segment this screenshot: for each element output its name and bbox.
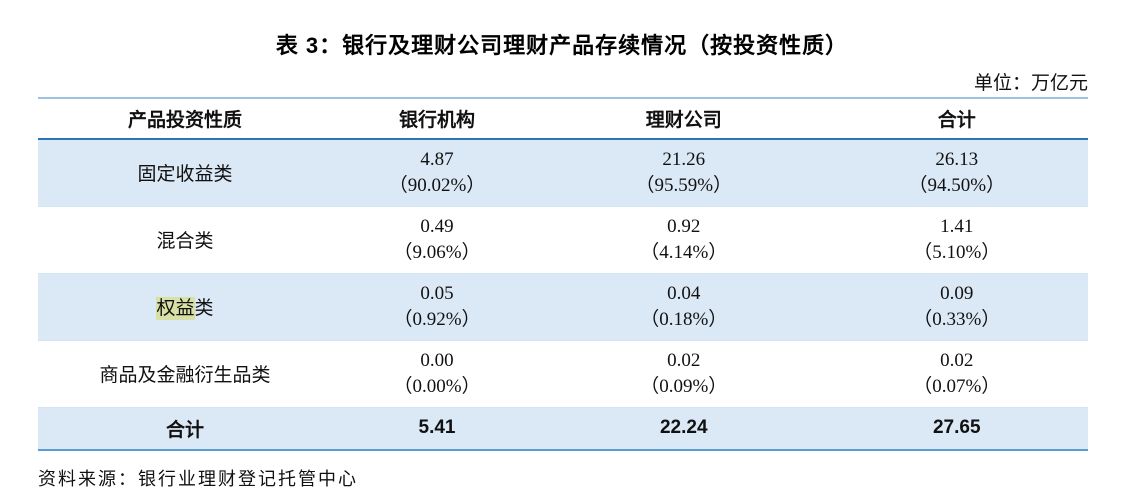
percentage: （0.09%） (640, 375, 728, 397)
total-total-cell: 27.65 (825, 407, 1088, 451)
percentage: （0.18%） (640, 308, 728, 330)
amount: 0.49 (420, 215, 454, 237)
category-label: 混合类 (156, 231, 214, 252)
category-cell: 固定收益类 (38, 139, 332, 207)
category-cell: 商品及金融衍生品类 (38, 340, 332, 408)
value-cell-wmc: 21.26 （95.59%） (542, 139, 826, 207)
category-cell: 权益类 (38, 273, 332, 341)
category-label: 固定收益类 (137, 164, 233, 186)
amount: 0.02 (667, 349, 701, 371)
percentage: （0.07%） (913, 375, 1001, 397)
amount: 0.04 (667, 282, 701, 304)
header-cell-wmc: 理财公司 (542, 98, 826, 140)
percentage: （5.10%） (913, 241, 1001, 263)
amount: 1.41 (940, 215, 974, 237)
table-header: 产品投资性质 银行机构 理财公司 合计 (38, 98, 1088, 140)
page-title: 表 3：银行及理财公司理财产品存续情况（按投资性质） (275, 33, 849, 58)
value-cell-wmc: 0.02 （0.09%） (542, 340, 826, 408)
category-highlight: 权益 (156, 297, 195, 320)
total-wmc-cell: 22.24 (542, 407, 826, 451)
value-cell-bank: 0.00 （0.00%） (332, 340, 542, 408)
amount: 0.00 (420, 349, 454, 371)
amount: 26.13 (935, 149, 979, 171)
header-cell-category: 产品投资性质 (38, 98, 332, 140)
percentage: （90.02%） (388, 174, 486, 196)
value-cell-bank: 0.49 （9.06%） (332, 206, 542, 274)
amount: 0.92 (667, 215, 701, 237)
percentage: （9.06%） (393, 241, 481, 263)
amount: 0.02 (940, 349, 974, 371)
amount: 0.09 (940, 282, 974, 304)
total-row: 合计 5.41 22.24 27.65 (38, 407, 1088, 451)
value-cell-total: 1.41 （5.10%） (825, 206, 1088, 274)
category-cell: 混合类 (38, 206, 332, 274)
percentage: （95.59%） (635, 174, 733, 196)
percentage: （94.50%） (908, 174, 1006, 196)
value-cell-wmc: 0.92 （4.14%） (542, 206, 826, 274)
value-cell-bank: 4.87 （90.02%） (332, 139, 542, 207)
table-row: 商品及金融衍生品类 0.00 （0.00%） 0.02 （0.09%） 0.02 （0… (38, 340, 1088, 408)
amount: 4.87 (420, 149, 454, 171)
value-cell-wmc: 0.04 （0.18%） (542, 273, 826, 341)
header-cell-total: 合计 (825, 98, 1088, 140)
unit-label: 单位：万亿元 (973, 73, 1088, 94)
value-cell-total: 26.13 （94.50%） (825, 139, 1088, 207)
source-note: 资料来源：银行业理财登记托管中心 (38, 469, 358, 489)
percentage: （0.92%） (393, 308, 481, 330)
value-cell-total: 0.02 （0.07%） (825, 340, 1088, 408)
percentage: （0.33%） (913, 308, 1001, 330)
amount: 0.05 (420, 282, 454, 304)
category-label: 类 (194, 298, 214, 319)
total-bank-cell: 5.41 (332, 407, 542, 451)
header-cell-bank: 银行机构 (332, 98, 542, 140)
product-table: 产品投资性质 银行机构 理财公司 合计 固定收益类 4.87 （90.02%） 2… (38, 97, 1088, 451)
percentage: （4.14%） (640, 241, 728, 263)
amount: 21.26 (662, 149, 706, 171)
value-cell-total: 0.09 （0.33%） (825, 273, 1088, 341)
table-row: 权益类 0.05 （0.92%） 0.04 （0.18%） 0.09 （0.33%） (38, 273, 1088, 341)
table-row: 固定收益类 4.87 （90.02%） 21.26 （95.59%） 26.13 （9… (38, 139, 1088, 207)
percentage: （0.00%） (393, 375, 481, 397)
table-row: 混合类 0.49 （9.06%） 0.92 （4.14%） 1.41 （5.10%） (38, 206, 1088, 274)
value-cell-bank: 0.05 （0.92%） (332, 273, 542, 341)
total-label-cell: 合计 (38, 407, 332, 451)
category-label: 商品及金融衍生品类 (99, 365, 271, 386)
